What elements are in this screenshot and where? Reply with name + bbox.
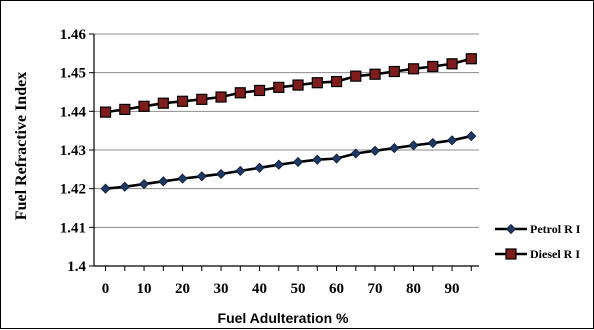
x-tick-label: 70 [368, 281, 383, 297]
petrol-r-i-point [119, 181, 130, 192]
petrol-r-i-point [215, 168, 227, 180]
diesel-r-i-point [350, 70, 362, 82]
petrol-r-i-point [138, 178, 150, 190]
petrol-r-i-point [389, 143, 400, 154]
diesel-r-i-point [119, 103, 131, 116]
diesel-r-i-point [369, 68, 381, 80]
diesel-r-i-point [99, 106, 112, 118]
y-tick-labels: 1.4 1.41 1.42 1.43 1.44 1.45 1.46 [60, 27, 87, 275]
grid-lines [94, 33, 479, 228]
petrol-r-i-point [466, 131, 477, 142]
diesel-r-i-point [446, 58, 458, 70]
petrol-r-i-point [235, 165, 246, 176]
petrol-r-i-point [292, 156, 304, 168]
x-axis-title: Fuel Adulteration % [218, 310, 349, 326]
diesel-r-i-point [465, 53, 477, 65]
legend-label: Petrol R I [530, 222, 581, 236]
petrol-r-i-series [100, 131, 477, 194]
x-tick-label: 40 [252, 281, 267, 297]
petrol-r-i-point [446, 135, 458, 146]
x-tick-label: 60 [329, 281, 344, 297]
legend-item-petrol-r-i: Petrol R I [495, 222, 581, 236]
y-axis-title: Fuel Refractive Index [13, 72, 30, 220]
legend-marker [505, 223, 517, 235]
petrol-r-i-point [273, 159, 284, 170]
y-tick-label: 1.44 [60, 104, 87, 120]
petrol-r-i-point [254, 162, 265, 173]
x-tick-label: 0 [102, 281, 110, 297]
y-tick-label: 1.46 [60, 27, 87, 43]
x-tick-label: 90 [445, 281, 460, 297]
diesel-r-i-point [138, 100, 150, 112]
series [99, 53, 477, 194]
diesel-r-i-series [99, 53, 477, 118]
diesel-r-i-point [407, 63, 420, 75]
diesel-r-i-point [253, 84, 266, 97]
y-tick-label: 1.4 [67, 259, 86, 275]
diesel-r-i-point [330, 75, 343, 88]
petrol-r-i-point [408, 140, 419, 151]
diesel-r-i-point [427, 60, 439, 73]
diesel-r-i-point [176, 95, 189, 107]
diesel-r-i-point [157, 97, 169, 109]
diesel-r-i-point [215, 91, 227, 103]
axes [89, 33, 479, 271]
x-tick-label: 30 [214, 281, 229, 297]
diesel-r-i-point [311, 77, 323, 89]
legend-marker [505, 248, 517, 260]
y-tick-label: 1.43 [60, 143, 86, 159]
petrol-r-i-point [177, 173, 188, 184]
x-tick-label: 80 [406, 281, 421, 297]
legend: Petrol R I Diesel R I [495, 222, 581, 261]
diesel-r-i-point [273, 81, 285, 93]
diesel-r-i-point [234, 87, 246, 99]
petrol-r-i-point [331, 153, 342, 164]
petrol-r-i-point [427, 137, 438, 149]
x-tick-label: 20 [175, 281, 190, 297]
legend-item-diesel-r-i: Diesel R I [495, 247, 580, 261]
y-tick-label: 1.45 [60, 66, 86, 82]
diesel-r-i-point [292, 79, 304, 91]
x-tick-label: 50 [291, 281, 306, 297]
diesel-r-i-point [388, 65, 400, 78]
petrol-r-i-point [312, 154, 323, 165]
x-tick-labels: 0 10 20 30 40 50 60 70 80 90 [102, 281, 460, 297]
petrol-r-i-point [350, 148, 361, 159]
y-tick-label: 1.41 [60, 220, 86, 236]
diesel-r-i-point [196, 93, 208, 105]
petrol-r-i-point [196, 171, 207, 182]
y-tick-label: 1.42 [60, 182, 86, 198]
legend-label: Diesel R I [530, 247, 580, 261]
petrol-r-i-point [158, 176, 169, 187]
petrol-r-i-point [100, 183, 111, 194]
x-tick-label: 10 [137, 281, 152, 297]
petrol-r-i-point [369, 145, 381, 156]
